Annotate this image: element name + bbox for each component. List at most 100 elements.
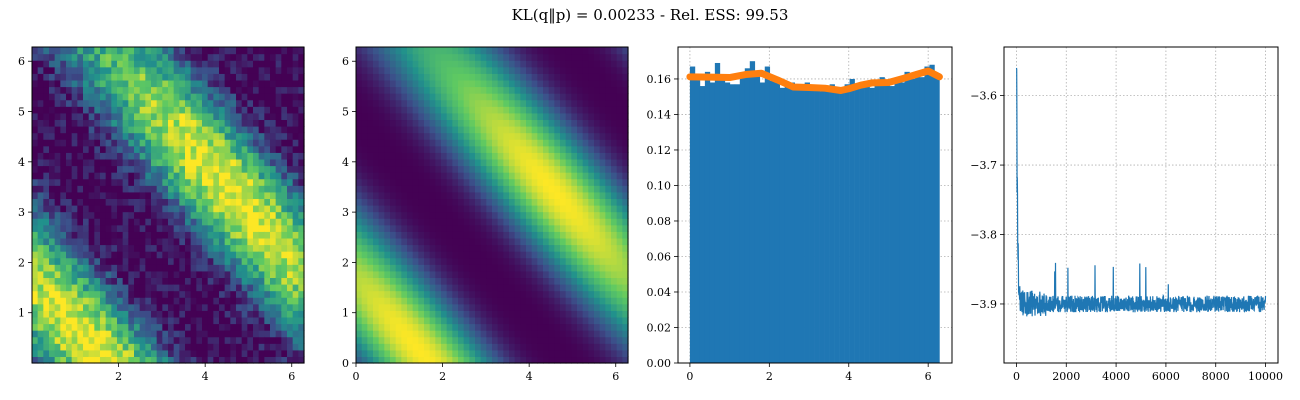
heatmap-cell — [616, 297, 623, 305]
heatmap-cell — [412, 93, 419, 101]
heatmap-cell — [480, 152, 487, 160]
heatmap-cell — [162, 119, 169, 127]
heatmap-cell — [616, 205, 623, 213]
heatmap-cell — [594, 277, 601, 285]
heatmap-cell — [384, 297, 391, 305]
heatmap-cell — [128, 211, 135, 219]
heatmap-cell — [241, 53, 248, 61]
heatmap-cell — [196, 297, 203, 305]
heatmap-cell — [32, 79, 39, 88]
heatmap-cell — [156, 205, 163, 213]
heatmap-cell — [134, 284, 141, 292]
heatmap-cell — [179, 86, 186, 94]
heatmap-cell — [287, 158, 294, 167]
heatmap-cell — [162, 178, 169, 186]
heatmap-cell — [395, 126, 402, 134]
heatmap-cell — [117, 284, 124, 292]
heatmap-cell — [37, 237, 44, 246]
heatmap-cell — [435, 66, 442, 74]
hm1-cells-xtick-label: 2 — [115, 370, 122, 383]
heatmap-cell — [429, 257, 436, 265]
heatmap-cell — [94, 112, 101, 121]
heatmap-cell — [548, 119, 555, 127]
heatmap-cell — [105, 66, 112, 74]
heatmap-cell — [418, 284, 425, 292]
heatmap-cell — [373, 290, 380, 298]
heatmap-cell — [168, 178, 175, 186]
histogram-bar — [739, 77, 746, 364]
heatmap-cell — [105, 310, 112, 318]
heatmap-cell — [139, 231, 146, 239]
heatmap-cell — [537, 145, 544, 153]
heatmap-cell — [611, 224, 618, 232]
heatmap-cell — [367, 237, 374, 246]
heatmap-cell — [565, 224, 572, 232]
heatmap-cell — [395, 178, 402, 186]
heatmap-cell — [509, 205, 516, 213]
heatmap-cell — [190, 349, 197, 358]
heatmap-cell — [219, 343, 226, 351]
heatmap-cell — [367, 178, 374, 186]
heatmap-cell — [224, 191, 231, 200]
heatmap-cell — [54, 323, 61, 331]
heatmap-cell — [435, 47, 442, 55]
heatmap-cell — [361, 79, 368, 88]
heatmap-cell — [497, 244, 504, 252]
heatmap-cell — [554, 126, 561, 134]
heatmap-cell — [247, 218, 254, 226]
heatmap-cell — [224, 132, 231, 140]
heatmap-cell — [179, 60, 186, 68]
heatmap-cell — [202, 126, 209, 134]
heatmap-cell — [49, 132, 56, 140]
heatmap-cell — [441, 73, 448, 81]
heatmap-cell — [71, 53, 78, 61]
heatmap-cell — [611, 158, 618, 167]
heatmap-cell — [509, 211, 516, 219]
heatmap-cell — [526, 191, 533, 200]
heatmap-cell — [213, 310, 220, 318]
heatmap-cell — [83, 237, 90, 246]
heatmap-cell — [219, 264, 226, 272]
heatmap-cell — [275, 185, 282, 193]
heatmap-cell — [32, 132, 39, 140]
heatmap-cell — [520, 165, 527, 173]
heatmap-cell — [526, 290, 533, 298]
heatmap-cell — [605, 198, 612, 206]
heatmap-cell — [32, 145, 39, 153]
heatmap-cell — [611, 336, 618, 344]
heatmap-cell — [412, 66, 419, 74]
heatmap-cell — [156, 218, 163, 226]
heatmap-cell — [32, 86, 39, 94]
heatmap-cell — [560, 270, 567, 279]
heatmap-cell — [486, 270, 493, 279]
heatmap-cell — [236, 237, 243, 246]
heatmap-cell — [49, 224, 56, 232]
heatmap-cell — [503, 66, 510, 74]
heatmap-cell — [236, 205, 243, 213]
heatmap-cell — [616, 224, 623, 232]
heatmap-cell — [554, 264, 561, 272]
heatmap-cell — [446, 86, 453, 94]
heatmap-cell — [571, 93, 578, 101]
heatmap-cell — [122, 53, 129, 61]
heatmap-cell — [134, 191, 141, 200]
heatmap-cell — [435, 106, 442, 114]
heatmap-cell — [100, 47, 107, 55]
heatmap-cell — [531, 343, 538, 351]
heatmap-cell — [111, 303, 118, 311]
heatmap-cell — [185, 66, 192, 74]
heatmap-cell — [230, 126, 237, 134]
heatmap-cell — [469, 290, 476, 298]
heatmap-cell — [241, 316, 248, 325]
heatmap-cell — [378, 53, 385, 61]
heatmap-cell — [463, 264, 470, 272]
heatmap-cell — [275, 53, 282, 61]
heatmap-cell — [37, 60, 44, 68]
heatmap-cell — [139, 165, 146, 173]
heatmap-cell — [292, 336, 299, 344]
heatmap-cell — [162, 310, 169, 318]
heatmap-cell — [458, 224, 465, 232]
heatmap-cell — [616, 158, 623, 167]
heatmap-cell — [77, 330, 84, 338]
heatmap-cell — [395, 290, 402, 298]
